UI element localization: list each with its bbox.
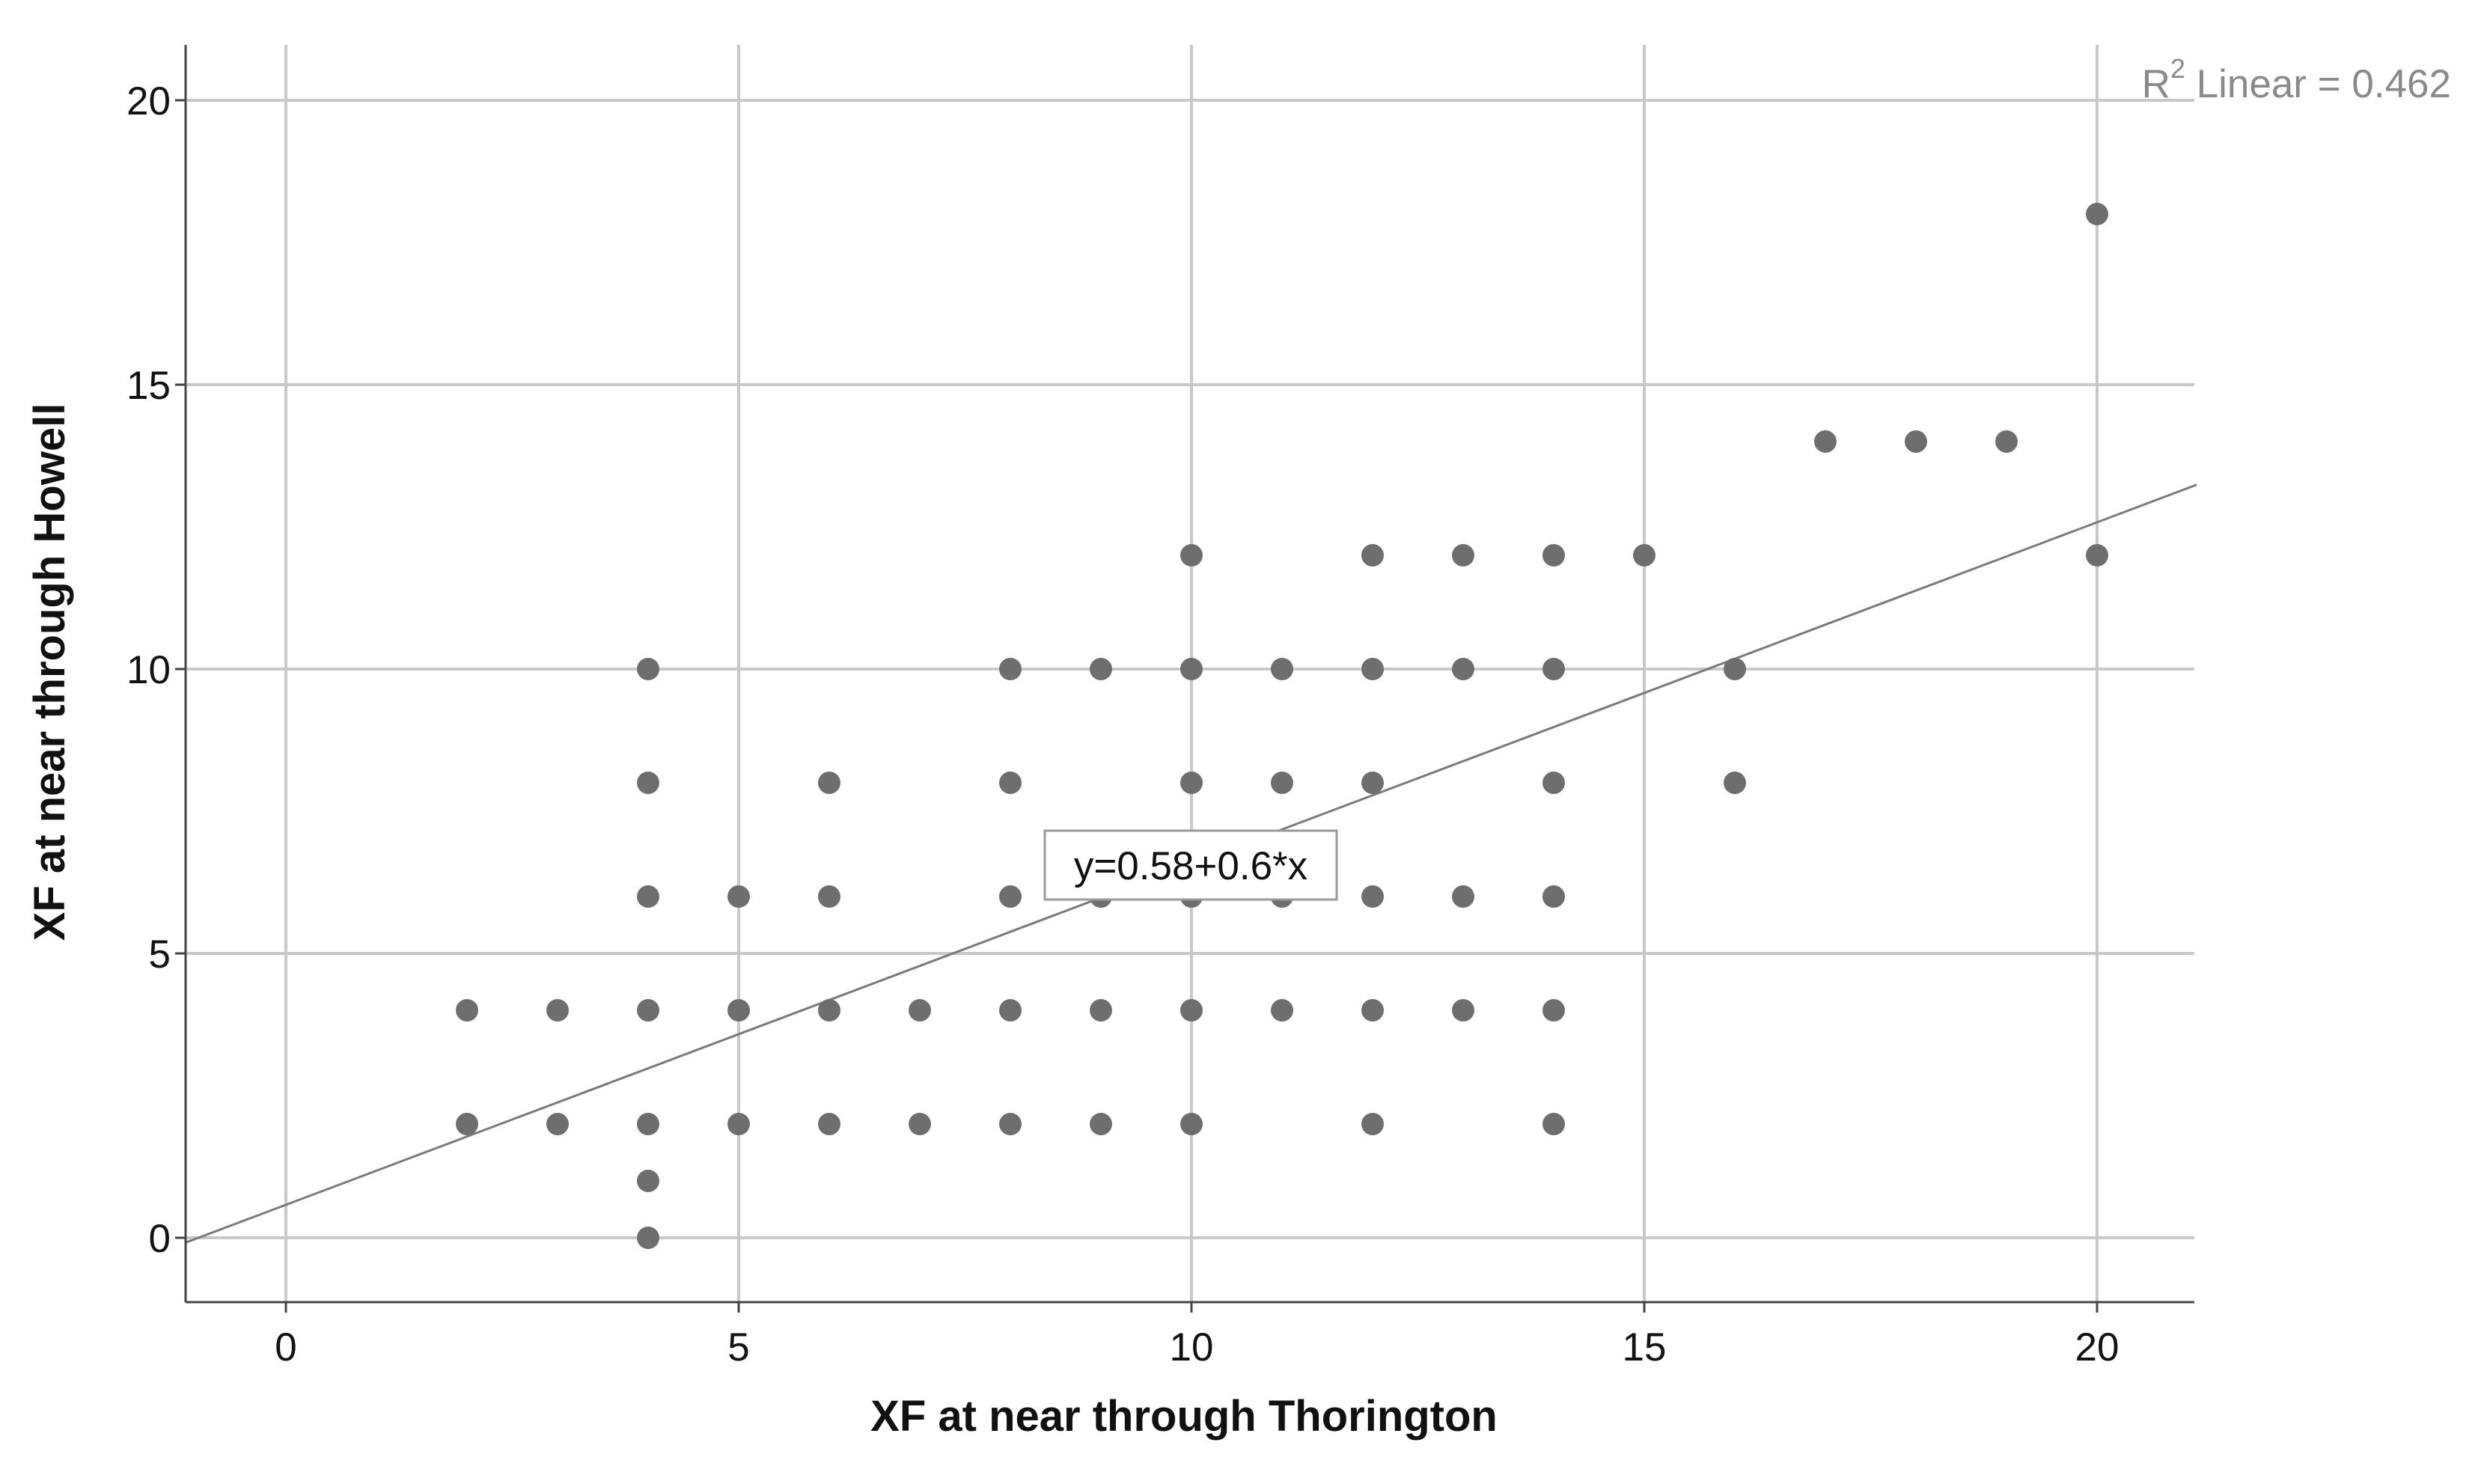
data-point xyxy=(909,1113,931,1135)
x-tick-label: 0 xyxy=(275,1325,296,1370)
data-point xyxy=(1905,430,1927,453)
y-tick-label: 0 xyxy=(149,1217,171,1261)
data-point xyxy=(456,999,478,1022)
data-point xyxy=(1452,544,1474,567)
data-point xyxy=(2086,544,2108,567)
x-tick-label: 20 xyxy=(2075,1325,2120,1370)
x-tick-label: 10 xyxy=(1170,1325,1214,1370)
data-point xyxy=(818,1113,840,1135)
data-point xyxy=(1995,430,2018,453)
data-point xyxy=(1724,772,1746,794)
data-point xyxy=(1090,999,1112,1022)
data-point xyxy=(637,1227,659,1249)
data-point xyxy=(1814,430,1837,453)
data-point xyxy=(818,999,840,1022)
x-tick-label: 15 xyxy=(1623,1325,1667,1370)
x-tick-label: 5 xyxy=(727,1325,749,1370)
data-point xyxy=(637,658,659,680)
data-point xyxy=(1542,885,1565,908)
data-point xyxy=(999,772,1022,794)
data-point xyxy=(727,999,750,1022)
data-point xyxy=(1180,544,1203,567)
data-point xyxy=(1180,1113,1203,1135)
data-point xyxy=(727,1113,750,1135)
data-point xyxy=(1271,658,1293,680)
equation-box-frame xyxy=(1043,829,1338,901)
data-point xyxy=(1542,1113,1565,1135)
data-point xyxy=(999,1113,1022,1135)
data-point xyxy=(999,999,1022,1022)
data-points xyxy=(456,203,2108,1249)
data-point xyxy=(1633,544,1655,567)
y-tick-label: 20 xyxy=(126,79,171,123)
data-point xyxy=(1361,658,1384,680)
data-point xyxy=(1271,999,1293,1022)
data-point xyxy=(456,1113,478,1135)
y-tick-labels: 0 5 10 15 20 xyxy=(126,79,171,1261)
data-point xyxy=(1180,772,1203,794)
data-point xyxy=(1180,658,1203,680)
data-point xyxy=(1542,772,1565,794)
data-point xyxy=(999,885,1022,908)
data-point xyxy=(546,999,569,1022)
x-axis-title: XF at near through Thorington xyxy=(870,1392,1498,1441)
r-squared-label: R2 Linear = 0.462 xyxy=(2142,53,2451,106)
axes xyxy=(175,45,2194,1313)
data-point xyxy=(1090,1113,1112,1135)
data-point xyxy=(1090,658,1112,680)
data-point xyxy=(2086,203,2108,225)
data-point xyxy=(637,1113,659,1135)
data-point xyxy=(637,1170,659,1192)
data-point xyxy=(1361,772,1384,794)
y-axis-title: XF at near through Howell xyxy=(25,403,74,941)
grid-lines xyxy=(186,45,2194,1302)
data-point xyxy=(1452,885,1474,908)
y-tick-label: 5 xyxy=(149,932,171,977)
data-point xyxy=(1724,658,1746,680)
data-point xyxy=(637,999,659,1022)
equation-box: y=0.58+0.6*x xyxy=(1043,829,1338,901)
y-tick-label: 10 xyxy=(126,648,171,692)
data-point xyxy=(1361,999,1384,1022)
data-point xyxy=(909,999,931,1022)
equation-label: y=0.58+0.6*x xyxy=(1074,844,1307,888)
data-point xyxy=(1542,999,1565,1022)
data-point xyxy=(1542,658,1565,680)
y-tick-label: 15 xyxy=(126,364,171,408)
data-point xyxy=(999,658,1022,680)
data-point xyxy=(1361,885,1384,908)
data-point xyxy=(1361,544,1384,567)
data-point xyxy=(1180,999,1203,1022)
data-point xyxy=(727,885,750,908)
data-point xyxy=(637,885,659,908)
data-point xyxy=(637,772,659,794)
data-point xyxy=(818,885,840,908)
x-tick-labels: 0 5 10 15 20 xyxy=(275,1325,2119,1370)
data-point xyxy=(1452,658,1474,680)
data-point xyxy=(546,1113,569,1135)
data-point xyxy=(1271,772,1293,794)
data-point xyxy=(1452,999,1474,1022)
data-point xyxy=(818,772,840,794)
data-point xyxy=(1361,1113,1384,1135)
data-point xyxy=(1542,544,1565,567)
